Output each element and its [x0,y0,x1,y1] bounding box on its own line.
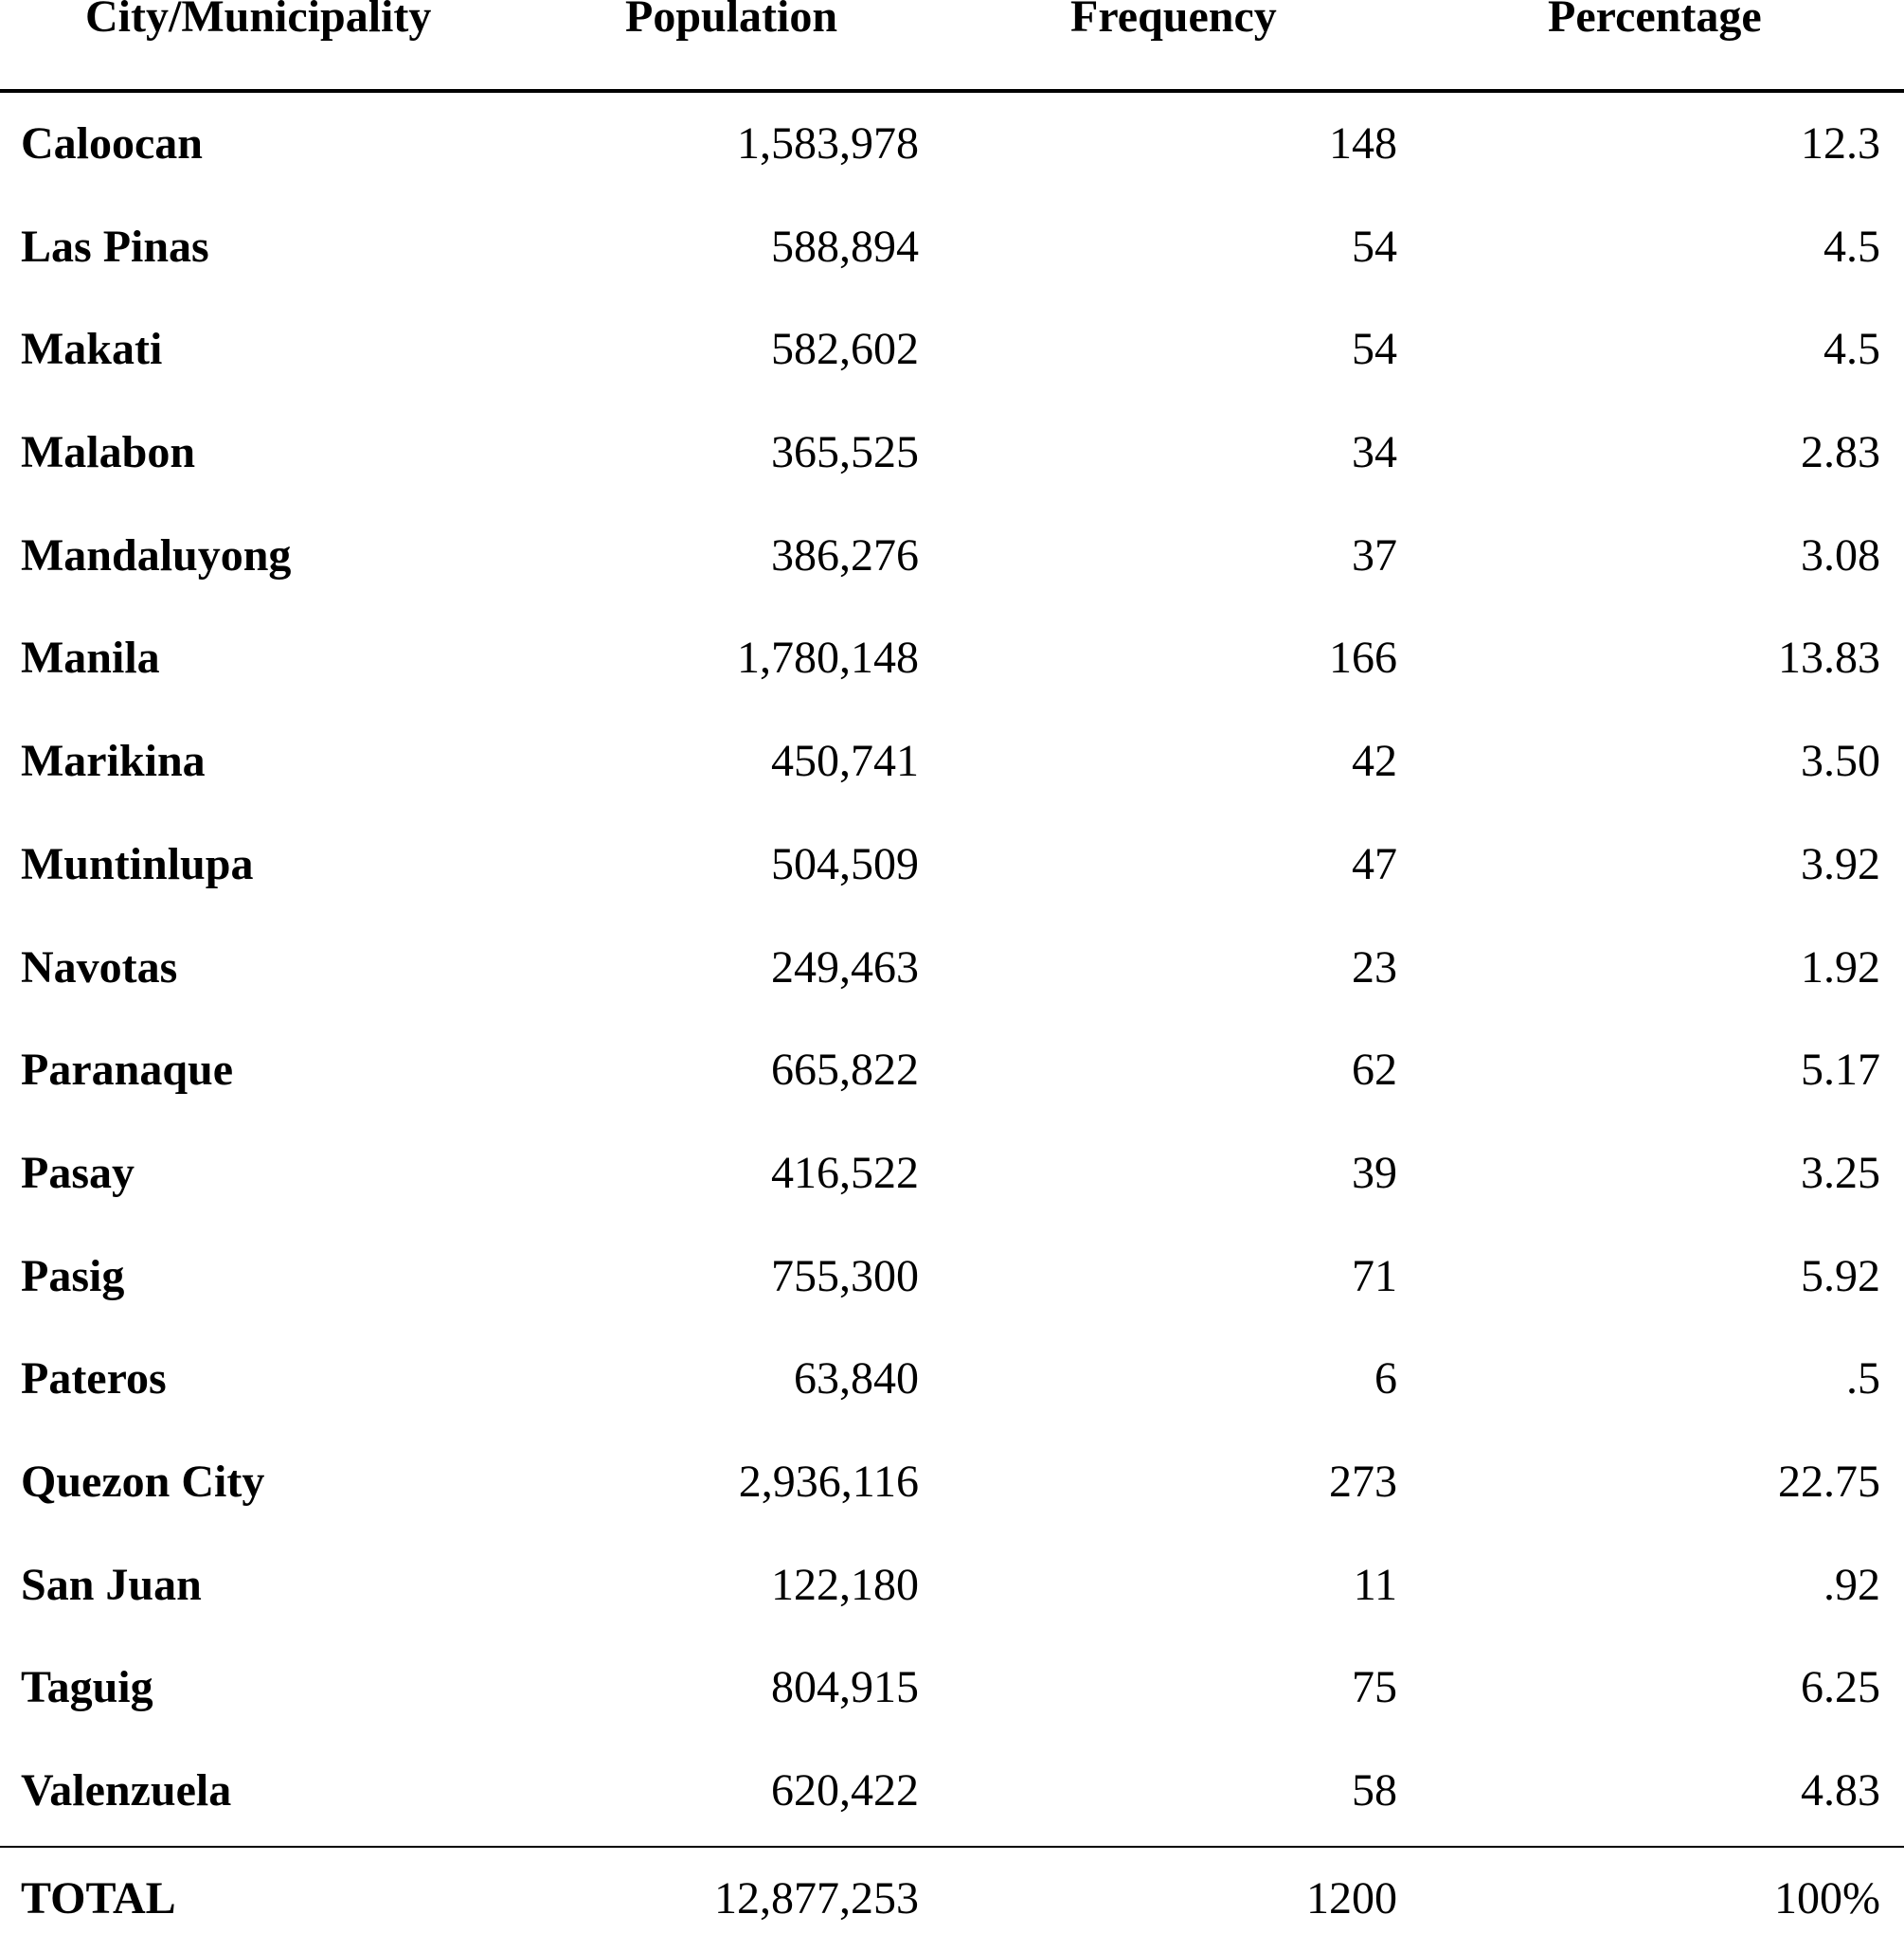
frequency-cell: 148 [1329,118,1397,169]
city-cell: Navotas [21,941,178,993]
header-city: City/Municipality [85,0,432,42]
population-cell: 504,509 [771,838,919,889]
table-header-row: City/Municipality Population Frequency P… [0,0,1904,93]
population-cell: 620,422 [771,1765,919,1816]
table-total-row: TOTAL 12,877,253 1200 100% [0,1845,1904,1950]
total-label: TOTAL [21,1872,176,1923]
city-cell: Mandaluyong [21,529,292,581]
population-cell: 755,300 [771,1250,919,1301]
percentage-cell: .5 [1846,1353,1880,1404]
percentage-cell: 4.5 [1823,324,1880,375]
frequency-cell: 47 [1352,838,1397,889]
city-cell: Las Pinas [21,221,209,272]
city-cell: Quezon City [21,1456,265,1507]
frequency-cell: 54 [1352,221,1397,272]
frequency-cell: 166 [1329,633,1397,684]
table-row: Manila 1,780,148 166 13.83 [0,607,1904,710]
table-row: Malabon 365,525 34 2.83 [0,402,1904,505]
city-cell: Malabon [21,427,196,478]
population-cell: 249,463 [771,941,919,993]
header-percentage: Percentage [1548,0,1762,42]
percentage-cell: .92 [1823,1559,1880,1610]
city-cell: Pateros [21,1353,167,1404]
population-cell: 665,822 [771,1045,919,1096]
population-cell: 416,522 [771,1147,919,1198]
population-cell: 804,915 [771,1662,919,1713]
total-percentage: 100% [1774,1872,1880,1923]
population-cell: 2,936,116 [738,1456,919,1507]
table-row: Taguig 804,915 75 6.25 [0,1637,1904,1740]
total-frequency: 1200 [1306,1872,1397,1923]
population-cell: 582,602 [771,324,919,375]
city-cell: Valenzuela [21,1765,232,1816]
population-cell: 588,894 [771,221,919,272]
frequency-cell: 23 [1352,941,1397,993]
frequency-cell: 37 [1352,529,1397,581]
table-body: Caloocan 1,583,978 148 12.3 Las Pinas 588,894… [0,93,1904,1843]
table-row: Quezon City 2,936,116 273 22.75 [0,1431,1904,1534]
city-cell: Muntinlupa [21,838,254,889]
percentage-cell: 3.25 [1801,1147,1880,1198]
frequency-cell: 42 [1352,736,1397,787]
city-cell: Caloocan [21,118,203,169]
table-row: Paranaque 665,822 62 5.17 [0,1019,1904,1122]
table-row: Caloocan 1,583,978 148 12.3 [0,93,1904,196]
population-cell: 365,525 [771,427,919,478]
percentage-cell: 4.5 [1823,221,1880,272]
frequency-cell: 273 [1329,1456,1397,1507]
percentage-cell: 6.25 [1801,1662,1880,1713]
percentage-cell: 3.50 [1801,736,1880,787]
table-row: Las Pinas 588,894 54 4.5 [0,196,1904,299]
percentage-cell: 13.83 [1778,633,1880,684]
frequency-cell: 62 [1352,1045,1397,1096]
city-cell: Manila [21,633,160,684]
population-cell: 63,840 [794,1353,919,1404]
city-cell: San Juan [21,1559,202,1610]
total-population: 12,877,253 [714,1872,919,1923]
header-frequency: Frequency [1070,0,1277,42]
population-cell: 122,180 [771,1559,919,1610]
percentage-cell: 12.3 [1801,118,1880,169]
table-row: Valenzuela 620,422 58 4.83 [0,1740,1904,1843]
frequency-cell: 39 [1352,1147,1397,1198]
percentage-cell: 4.83 [1801,1765,1880,1816]
percentage-cell: 3.08 [1801,529,1880,581]
table-row: Pateros 63,840 6 .5 [0,1328,1904,1431]
frequency-cell: 58 [1352,1765,1397,1816]
table-row: Pasig 755,300 71 5.92 [0,1225,1904,1329]
frequency-cell: 34 [1352,427,1397,478]
percentage-cell: 3.92 [1801,838,1880,889]
population-cell: 1,583,978 [737,118,919,169]
city-cell: Pasig [21,1250,125,1301]
table-row: Makati 582,602 54 4.5 [0,298,1904,402]
table-row: San Juan 122,180 11 .92 [0,1534,1904,1637]
city-cell: Makati [21,324,163,375]
percentage-cell: 5.17 [1801,1045,1880,1096]
population-cell: 450,741 [771,736,919,787]
city-cell: Marikina [21,736,206,787]
header-population: Population [625,0,838,42]
table-row: Navotas 249,463 23 1.92 [0,917,1904,1020]
city-cell: Taguig [21,1662,153,1713]
city-cell: Paranaque [21,1045,234,1096]
population-cell: 386,276 [771,529,919,581]
table-row: Marikina 450,741 42 3.50 [0,710,1904,814]
percentage-cell: 5.92 [1801,1250,1880,1301]
frequency-cell: 11 [1353,1559,1397,1610]
frequency-cell: 6 [1374,1353,1397,1404]
frequency-cell: 54 [1352,324,1397,375]
population-cell: 1,780,148 [737,633,919,684]
frequency-cell: 71 [1352,1250,1397,1301]
table-row: Pasay 416,522 39 3.25 [0,1122,1904,1225]
table-row: Muntinlupa 504,509 47 3.92 [0,814,1904,917]
percentage-cell: 1.92 [1801,941,1880,993]
city-cell: Pasay [21,1147,135,1198]
table-row: Mandaluyong 386,276 37 3.08 [0,505,1904,608]
frequency-cell: 75 [1352,1662,1397,1713]
percentage-cell: 22.75 [1778,1456,1880,1507]
percentage-cell: 2.83 [1801,427,1880,478]
